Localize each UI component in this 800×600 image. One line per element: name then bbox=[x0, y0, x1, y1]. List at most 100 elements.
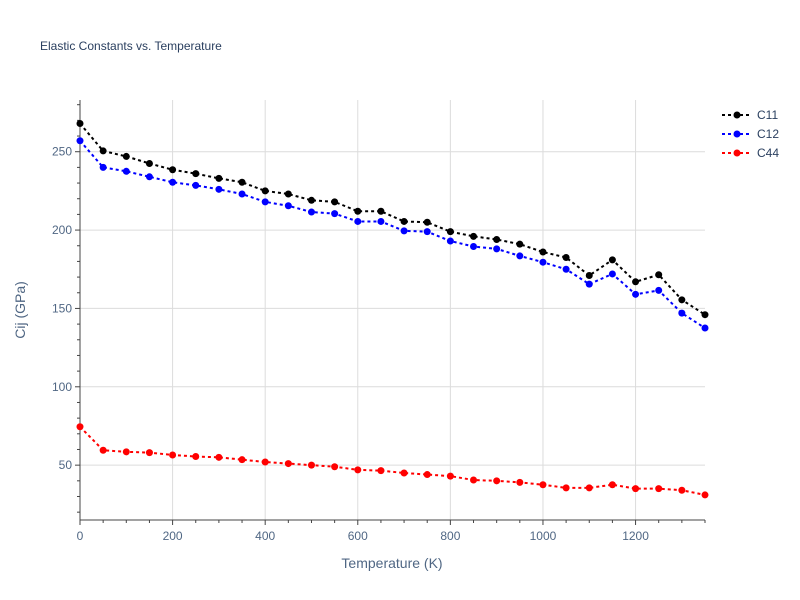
data-point-c12[interactable] bbox=[655, 286, 663, 294]
data-point-c44[interactable] bbox=[446, 472, 454, 480]
data-point-c11[interactable] bbox=[169, 166, 177, 174]
data-point-c44[interactable] bbox=[632, 485, 640, 493]
data-point-c12[interactable] bbox=[145, 173, 153, 181]
data-point-c11[interactable] bbox=[307, 196, 315, 204]
data-point-c12[interactable] bbox=[493, 245, 501, 253]
data-point-c44[interactable] bbox=[307, 461, 315, 469]
data-point-c11[interactable] bbox=[354, 207, 362, 215]
legend-item-c12[interactable]: C12 bbox=[722, 127, 779, 141]
data-point-c44[interactable] bbox=[284, 460, 292, 468]
data-point-c44[interactable] bbox=[539, 481, 547, 489]
data-point-c12[interactable] bbox=[516, 252, 524, 260]
data-point-c12[interactable] bbox=[585, 280, 593, 288]
data-point-c44[interactable] bbox=[122, 448, 130, 456]
data-point-c11[interactable] bbox=[76, 120, 84, 128]
data-point-c11[interactable] bbox=[192, 170, 200, 178]
data-point-c12[interactable] bbox=[354, 217, 362, 225]
data-point-c11[interactable] bbox=[400, 217, 408, 225]
data-point-c44[interactable] bbox=[423, 471, 431, 479]
data-point-c12[interactable] bbox=[122, 167, 130, 175]
data-point-c44[interactable] bbox=[493, 477, 501, 485]
data-point-c44[interactable] bbox=[354, 466, 362, 474]
data-point-c11[interactable] bbox=[446, 228, 454, 236]
data-point-c12[interactable] bbox=[99, 163, 107, 171]
data-point-c12[interactable] bbox=[539, 258, 547, 266]
data-point-c12[interactable] bbox=[446, 237, 454, 245]
data-point-c44[interactable] bbox=[585, 484, 593, 492]
data-point-c11[interactable] bbox=[632, 278, 640, 286]
data-point-c12[interactable] bbox=[261, 198, 269, 206]
data-point-c11[interactable] bbox=[701, 311, 709, 319]
legend-swatch-marker bbox=[733, 111, 741, 119]
data-point-c12[interactable] bbox=[192, 181, 200, 189]
data-point-c12[interactable] bbox=[562, 265, 570, 273]
x-tick-label: 1200 bbox=[622, 529, 649, 543]
data-point-c12[interactable] bbox=[284, 202, 292, 210]
legend-item-c11[interactable]: C11 bbox=[722, 108, 778, 122]
y-tick-label: 50 bbox=[59, 458, 73, 472]
series-line-c44 bbox=[79, 426, 706, 496]
data-point-c44[interactable] bbox=[655, 485, 663, 493]
data-point-c12[interactable] bbox=[215, 185, 223, 193]
data-point-c12[interactable] bbox=[307, 208, 315, 216]
x-tick-label: 600 bbox=[348, 529, 368, 543]
x-tick-label: 1000 bbox=[530, 529, 557, 543]
data-point-c11[interactable] bbox=[608, 256, 616, 264]
data-point-c44[interactable] bbox=[377, 467, 385, 475]
data-point-c11[interactable] bbox=[215, 174, 223, 182]
data-point-c44[interactable] bbox=[192, 453, 200, 461]
data-point-c12[interactable] bbox=[76, 137, 84, 145]
data-point-c11[interactable] bbox=[539, 248, 547, 256]
data-point-c11[interactable] bbox=[585, 272, 593, 280]
data-point-c44[interactable] bbox=[608, 481, 616, 489]
data-point-c44[interactable] bbox=[99, 446, 107, 454]
data-point-c11[interactable] bbox=[331, 198, 339, 206]
data-point-c44[interactable] bbox=[470, 476, 478, 484]
data-point-c12[interactable] bbox=[377, 217, 385, 225]
data-point-c11[interactable] bbox=[122, 152, 130, 160]
data-point-c11[interactable] bbox=[678, 296, 686, 304]
y-axis-title: Cij (GPa) bbox=[12, 281, 28, 339]
y-tick-label: 250 bbox=[52, 145, 72, 159]
data-point-c11[interactable] bbox=[377, 207, 385, 215]
x-tick-label: 800 bbox=[440, 529, 460, 543]
data-point-c12[interactable] bbox=[608, 270, 616, 278]
data-point-c44[interactable] bbox=[215, 453, 223, 461]
data-point-c44[interactable] bbox=[238, 456, 246, 464]
data-point-c44[interactable] bbox=[400, 469, 408, 477]
data-point-c44[interactable] bbox=[145, 449, 153, 457]
data-point-c12[interactable] bbox=[169, 178, 177, 186]
legend-swatch-marker bbox=[733, 130, 741, 138]
data-point-c12[interactable] bbox=[701, 324, 709, 332]
data-point-c44[interactable] bbox=[562, 484, 570, 492]
data-point-c44[interactable] bbox=[76, 423, 84, 431]
data-point-c44[interactable] bbox=[331, 463, 339, 471]
data-point-c11[interactable] bbox=[516, 240, 524, 248]
data-point-c11[interactable] bbox=[284, 190, 292, 198]
data-point-c11[interactable] bbox=[145, 159, 153, 167]
data-point-c11[interactable] bbox=[238, 178, 246, 186]
y-tick-label: 100 bbox=[52, 380, 72, 394]
data-point-c12[interactable] bbox=[238, 190, 246, 198]
data-point-c44[interactable] bbox=[701, 491, 709, 499]
data-point-c44[interactable] bbox=[169, 451, 177, 459]
legend-item-c44[interactable]: C44 bbox=[722, 146, 779, 160]
data-point-c11[interactable] bbox=[493, 235, 501, 243]
data-point-c44[interactable] bbox=[261, 458, 269, 466]
data-point-c12[interactable] bbox=[400, 227, 408, 235]
data-point-c12[interactable] bbox=[470, 243, 478, 251]
legend[interactable]: C11 C12 C44 bbox=[722, 108, 779, 160]
data-point-c12[interactable] bbox=[632, 290, 640, 298]
data-point-c11[interactable] bbox=[423, 218, 431, 226]
data-point-c44[interactable] bbox=[516, 478, 524, 486]
data-point-c12[interactable] bbox=[678, 309, 686, 317]
data-point-c44[interactable] bbox=[678, 486, 686, 494]
data-point-c11[interactable] bbox=[562, 254, 570, 261]
data-point-c12[interactable] bbox=[423, 228, 431, 236]
x-tick-label: 0 bbox=[77, 529, 84, 543]
data-point-c11[interactable] bbox=[99, 147, 107, 155]
data-point-c12[interactable] bbox=[331, 210, 339, 218]
data-point-c11[interactable] bbox=[655, 271, 663, 279]
data-point-c11[interactable] bbox=[470, 232, 478, 240]
data-point-c11[interactable] bbox=[261, 187, 269, 195]
